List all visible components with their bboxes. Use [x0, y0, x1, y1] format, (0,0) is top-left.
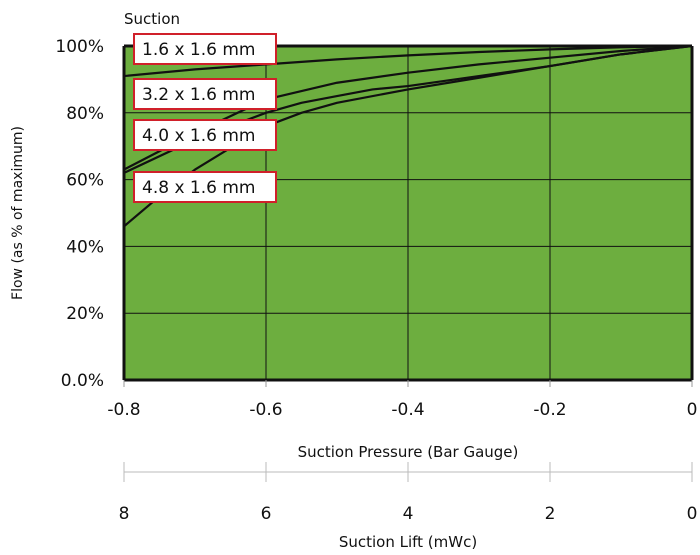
x-tick-label: -0.6: [249, 400, 282, 420]
series-line-1: [123, 44, 693, 78]
secondary-tick-label: 2: [545, 504, 556, 524]
series-label-3: 4.0 x 1.6 mm: [133, 119, 277, 151]
series-label-1: 1.6 x 1.6 mm: [133, 33, 277, 65]
series-labels: 1.6 x 1.6 mm 3.2 x 1.6 mm 4.0 x 1.6 mm 4.8 …: [133, 33, 277, 203]
y-axis-label: Flow (as % of maximum): [10, 126, 26, 300]
x-tick-label: -0.8: [107, 400, 140, 420]
x-axis-label: Suction Pressure (Bar Gauge): [298, 443, 519, 461]
y-tick-label: 60%: [66, 171, 104, 191]
secondary-x-axis: 8 6 4 2 0: [119, 462, 698, 524]
y-tick-label: 0.0%: [61, 371, 104, 391]
x-tick-label: -0.4: [391, 400, 424, 420]
x-tick-label: 0: [687, 400, 698, 420]
x-axis: -0.8 -0.6 -0.4 -0.2 0: [107, 380, 697, 420]
series-label-4: 4.8 x 1.6 mm: [133, 171, 277, 203]
series-label-box: [133, 171, 277, 203]
series-label-box: [133, 33, 277, 65]
y-tick-label: 80%: [66, 104, 104, 124]
secondary-tick-label: 4: [403, 504, 414, 524]
secondary-tick-label: 6: [261, 504, 272, 524]
series-label-text: 1.6 x 1.6 mm: [142, 40, 255, 60]
secondary-tick-label: 8: [119, 504, 130, 524]
secondary-x-axis-label: Suction Lift (mWc): [339, 533, 477, 551]
series-label-text: 3.2 x 1.6 mm: [142, 85, 255, 105]
series-label-text: 4.0 x 1.6 mm: [142, 126, 255, 146]
y-tick-label: 20%: [66, 304, 104, 324]
x-tick-label: -0.2: [533, 400, 566, 420]
series-label-2: 3.2 x 1.6 mm: [133, 78, 277, 110]
y-tick-label: 100%: [55, 37, 104, 57]
y-axis: 0.0% 20% 40% 60% 80% 100%: [55, 37, 104, 391]
y-tick-label: 40%: [66, 237, 104, 257]
chart-title: Suction: [124, 10, 180, 28]
secondary-tick-label: 0: [687, 504, 698, 524]
series-label-box: [133, 119, 277, 151]
series-label-box: [133, 78, 277, 110]
series-label-text: 4.8 x 1.6 mm: [142, 178, 255, 198]
